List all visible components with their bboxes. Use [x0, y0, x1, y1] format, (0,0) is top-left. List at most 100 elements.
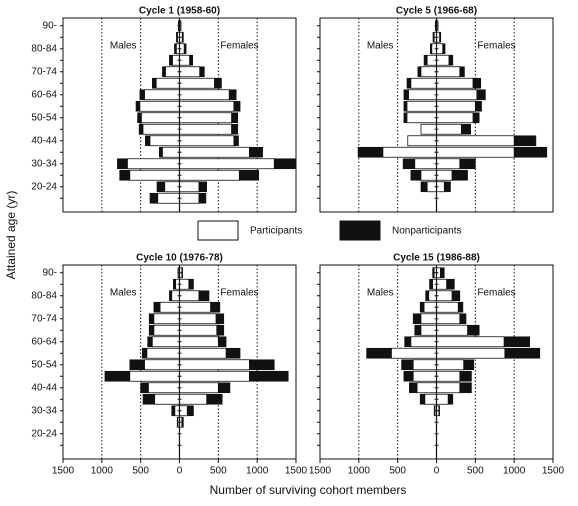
bar-nonparticipants — [412, 313, 422, 325]
bar-participants — [144, 359, 180, 371]
bar-nonparticipants — [402, 158, 416, 170]
side-label: Males — [110, 41, 137, 52]
bar-nonparticipants — [171, 405, 176, 417]
bar-nonparticipants — [233, 100, 241, 112]
bar-nonparticipants — [273, 158, 297, 170]
bar-nonparticipants — [249, 370, 289, 382]
bar-participants — [179, 66, 201, 78]
y-tick-label: 90- — [43, 267, 57, 278]
bar-nonparticipants — [420, 181, 428, 193]
y-tick-label: 30-34 — [31, 405, 57, 416]
bar-nonparticipants — [156, 181, 166, 193]
y-tick-label: 50-54 — [31, 359, 57, 370]
bar-participants — [157, 192, 180, 204]
bar-participants — [179, 158, 275, 170]
bar-nonparticipants — [472, 112, 480, 124]
side-label: Males — [367, 288, 394, 299]
bar-nonparticipants — [423, 54, 428, 66]
side-label: Males — [110, 288, 137, 299]
bar-nonparticipants — [366, 347, 392, 359]
bar-participants — [179, 89, 230, 101]
bar-participants — [406, 100, 437, 112]
bar-nonparticipants — [135, 100, 141, 112]
bar-participants — [179, 100, 235, 112]
bar-nonparticipants — [410, 169, 422, 181]
bar-nonparticipants — [218, 382, 231, 394]
bar-nonparticipants — [425, 290, 430, 302]
bar-participants — [179, 146, 250, 158]
side-label: Females — [477, 41, 515, 52]
bar-participants — [179, 192, 200, 204]
x-tick-label: 0 — [177, 466, 183, 477]
bar-participants — [127, 158, 180, 170]
bar-participants — [436, 158, 461, 170]
bar-participants — [436, 290, 453, 302]
bar-nonparticipants — [214, 77, 222, 89]
bar-participants — [179, 123, 232, 135]
bar-nonparticipants — [448, 54, 454, 66]
bar-nonparticipants — [225, 347, 241, 359]
y-tick-label: 30-34 — [31, 158, 57, 169]
bar-nonparticipants — [459, 66, 465, 78]
bar-participants — [436, 112, 474, 124]
bar-participants — [162, 146, 180, 158]
bar-participants — [436, 382, 461, 394]
bar-participants — [142, 123, 180, 135]
x-tick-label: 1000 — [503, 466, 526, 477]
bar-nonparticipants — [140, 382, 149, 394]
bar-nonparticipants — [419, 301, 425, 313]
bar-nonparticipants — [459, 313, 467, 325]
bar-participants — [436, 347, 506, 359]
bar-nonparticipants — [138, 123, 144, 135]
bar-participants — [436, 77, 474, 89]
bar-participants — [416, 382, 437, 394]
y-tick-label: 80-84 — [31, 290, 57, 301]
y-tick-label: 20-24 — [31, 181, 57, 192]
bar-nonparticipants — [476, 89, 486, 101]
x-tick-label: 1500 — [309, 466, 332, 477]
bar-nonparticipants — [447, 393, 454, 405]
bar-participants — [151, 336, 180, 348]
bar-nonparticipants — [228, 89, 237, 101]
bar-participants — [420, 324, 437, 336]
bar-nonparticipants — [403, 370, 414, 382]
legend-swatch — [339, 220, 381, 241]
bar-participants — [179, 313, 217, 325]
bar-nonparticipants — [141, 347, 148, 359]
bar-nonparticipants — [403, 112, 408, 124]
bar-nonparticipants — [218, 336, 227, 348]
bar-nonparticipants — [443, 181, 451, 193]
bar-nonparticipants — [451, 169, 468, 181]
bar-nonparticipants — [145, 135, 151, 147]
bar-participants — [179, 347, 227, 359]
x-tick-label: 500 — [389, 466, 406, 477]
bar-nonparticipants — [162, 66, 166, 78]
bar-nonparticipants — [239, 169, 260, 181]
bar-participants — [436, 359, 465, 371]
y-tick-label: 70-74 — [31, 66, 57, 77]
panel-title: Cycle 5 (1966-68) — [396, 6, 477, 17]
bar-nonparticipants — [504, 347, 541, 359]
bar-participants — [139, 100, 180, 112]
bar-nonparticipants — [215, 313, 225, 325]
y-tick-label: 40-44 — [31, 382, 57, 393]
bar-nonparticipants — [152, 77, 157, 89]
bar-nonparticipants — [461, 123, 471, 135]
bar-participants — [153, 324, 180, 336]
bar-participants — [412, 370, 437, 382]
bar-nonparticipants — [446, 278, 455, 290]
bar-participants — [420, 313, 437, 325]
bar-nonparticipants — [216, 324, 225, 336]
bar-participants — [179, 301, 211, 313]
bar-participants — [129, 169, 180, 181]
bar-participants — [179, 135, 235, 147]
bar-nonparticipants — [231, 123, 239, 135]
bar-nonparticipants — [199, 66, 205, 78]
bar-participants — [141, 112, 180, 124]
bar-nonparticipants — [472, 77, 482, 89]
bar-participants — [146, 347, 180, 359]
bar-nonparticipants — [137, 112, 142, 124]
bar-nonparticipants — [409, 382, 418, 394]
bar-participants — [408, 89, 437, 101]
bar-participants — [436, 370, 461, 382]
